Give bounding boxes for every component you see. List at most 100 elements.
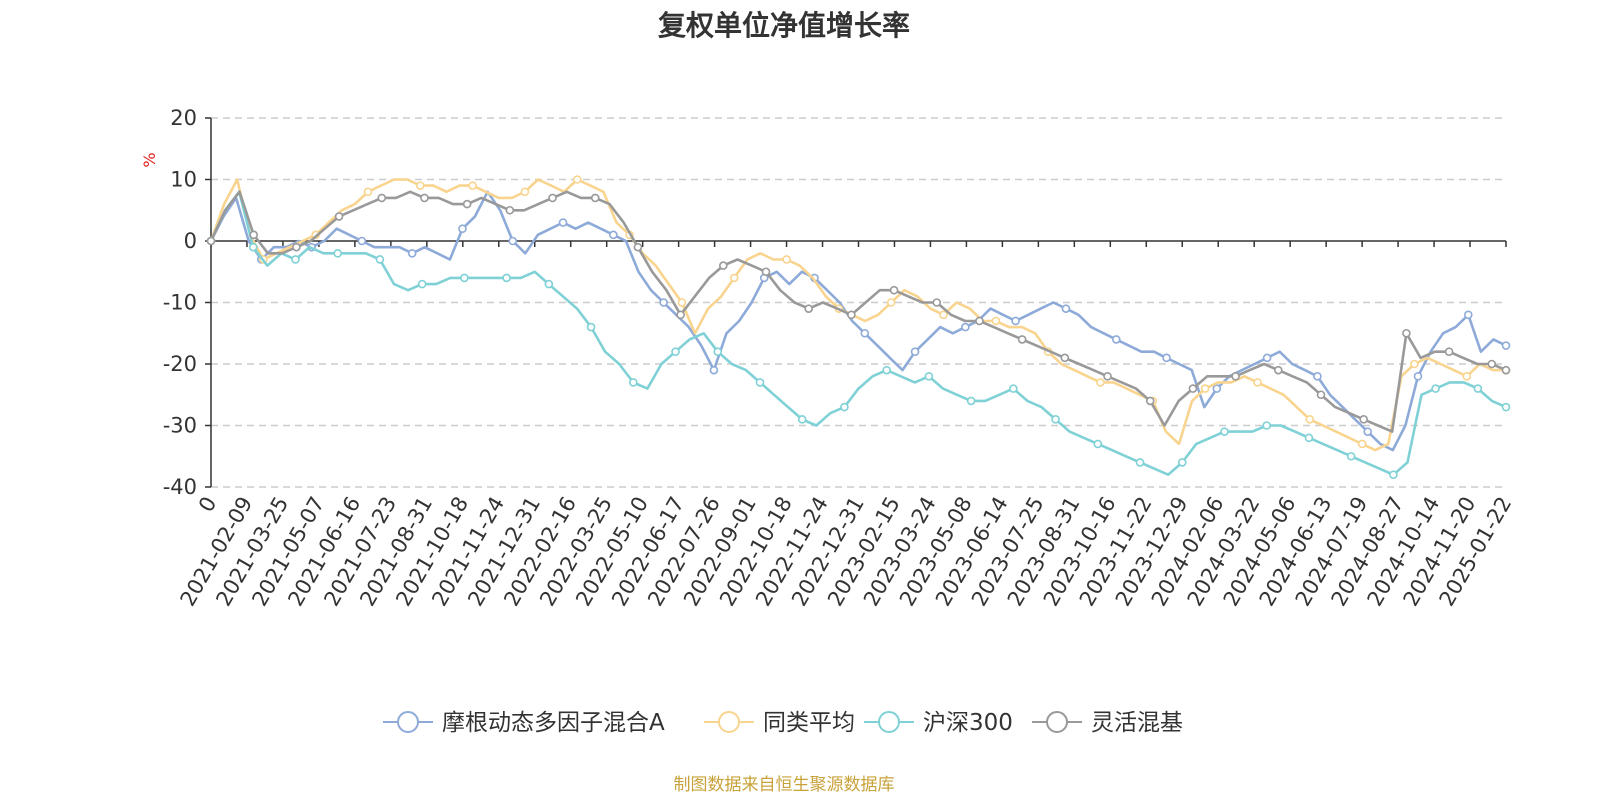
series-point-4 — [1487, 359, 1497, 369]
series-point-1 — [609, 230, 618, 240]
series-point-2 — [782, 255, 791, 264]
series-point-3 — [1473, 384, 1483, 393]
series-point-1 — [1413, 371, 1423, 381]
series-point-3 — [924, 371, 934, 381]
series-point-1 — [860, 328, 870, 338]
series-point-2 — [677, 298, 687, 307]
series-point-3 — [840, 402, 849, 412]
series-point-4 — [462, 199, 472, 209]
series-point-4 — [633, 242, 643, 252]
series-line-3 — [209, 190, 1507, 477]
series-point-1 — [709, 365, 719, 375]
series-point-3 — [291, 255, 300, 264]
series-point-2 — [468, 181, 477, 190]
series-point-4 — [1188, 384, 1198, 393]
y-tick-label: -10 — [163, 291, 197, 315]
series-point-3 — [248, 242, 258, 252]
series-point-4 — [1145, 396, 1155, 406]
series-line-4 — [209, 190, 1507, 433]
series-point-3 — [1346, 451, 1356, 461]
series-point-3 — [797, 415, 807, 424]
legend-label: 同类平均 — [763, 710, 855, 736]
series-point-4 — [975, 316, 984, 326]
legend-marker-icon — [878, 711, 900, 733]
series-point-3 — [544, 279, 554, 289]
y-axis-label: % — [140, 152, 159, 167]
series-point-3 — [460, 273, 469, 283]
series-point-4 — [548, 193, 557, 203]
series-point-4 — [719, 261, 728, 270]
series-point-3 — [882, 365, 891, 375]
series-point-4 — [334, 212, 344, 221]
legend-marker-icon — [397, 711, 419, 733]
series-point-2 — [729, 273, 739, 283]
series-point-1 — [1501, 341, 1511, 350]
series-point-3 — [333, 249, 342, 258]
series-point-1 — [1262, 353, 1272, 363]
y-tick-label: 0 — [184, 229, 197, 253]
legend-label: 沪深300 — [923, 710, 1013, 736]
series-point-4 — [505, 205, 515, 215]
series-point-3 — [417, 279, 427, 289]
series-point-4 — [676, 310, 685, 320]
series-point-3 — [1304, 433, 1314, 443]
series-point-4 — [847, 310, 856, 320]
series-point-3 — [1431, 384, 1440, 393]
series-point-3 — [1051, 415, 1060, 424]
series-point-1 — [1111, 335, 1121, 344]
series-point-2 — [572, 175, 582, 184]
series-point-1 — [1363, 427, 1372, 436]
series-point-2 — [1357, 439, 1367, 449]
series-point-3 — [713, 347, 723, 357]
series-line-1 — [209, 190, 1507, 452]
series-point-1 — [458, 224, 467, 233]
series-point-4 — [1359, 415, 1368, 424]
series-point-2 — [939, 310, 948, 320]
series-point-3 — [1220, 427, 1229, 436]
series-point-1 — [1061, 304, 1071, 313]
series-point-1 — [659, 298, 668, 307]
series-point-4 — [889, 285, 899, 295]
series-point-4 — [1316, 390, 1326, 400]
line-chart: 20100-10-20-30-40%02021-02-092021-03-252… — [140, 106, 1516, 736]
series-point-2 — [1305, 415, 1315, 424]
series-point-2 — [1200, 384, 1210, 393]
series-point-4 — [1501, 365, 1511, 375]
series-point-3 — [1389, 470, 1398, 480]
series-point-4 — [206, 236, 216, 246]
series-point-3 — [586, 322, 596, 332]
series-point-1 — [407, 249, 417, 258]
y-tick-label: 10 — [170, 168, 197, 192]
series-point-3 — [966, 396, 976, 406]
series-point-2 — [886, 298, 896, 307]
series-point-4 — [1402, 328, 1411, 338]
series-point-4 — [761, 267, 771, 277]
series-point-3 — [1177, 458, 1187, 467]
series-point-4 — [1231, 371, 1240, 381]
series-point-4 — [1017, 335, 1027, 344]
series-point-4 — [377, 193, 387, 203]
series-point-3 — [1501, 402, 1511, 412]
series-point-2 — [1410, 359, 1419, 369]
x-tick-label: 0 — [194, 493, 221, 517]
legend-label: 摩根动态多因子混合A — [442, 710, 665, 736]
series-point-3 — [1009, 384, 1018, 393]
chart-title: 复权单位净值增长率 — [657, 9, 910, 42]
series-point-3 — [1262, 421, 1272, 430]
series-point-3 — [1135, 458, 1145, 467]
series-point-4 — [1274, 365, 1283, 375]
series-point-1 — [1212, 384, 1222, 393]
series-point-3 — [1093, 439, 1103, 449]
legend-marker-icon — [718, 711, 740, 733]
series-point-3 — [628, 378, 638, 387]
series-point-4 — [1060, 353, 1070, 363]
legend-label: 灵活混基 — [1091, 710, 1183, 736]
series-point-2 — [520, 187, 530, 197]
series-point-4 — [932, 298, 942, 307]
series-point-2 — [991, 316, 1001, 326]
series-point-4 — [292, 242, 301, 252]
series-point-1 — [357, 236, 367, 246]
legend-marker-icon — [1046, 711, 1068, 733]
source-note: 制图数据来自恒生聚源数据库 — [673, 775, 895, 795]
series-point-4 — [420, 193, 429, 203]
